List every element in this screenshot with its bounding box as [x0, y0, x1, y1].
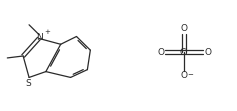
Text: O: O — [157, 48, 164, 57]
Text: O: O — [181, 71, 188, 80]
Text: −: − — [187, 72, 193, 78]
Text: +: + — [44, 29, 50, 35]
Text: O: O — [205, 48, 211, 57]
Text: O: O — [181, 24, 188, 33]
Text: Cl: Cl — [180, 48, 189, 57]
Text: N: N — [36, 33, 43, 42]
Text: S: S — [25, 79, 31, 88]
